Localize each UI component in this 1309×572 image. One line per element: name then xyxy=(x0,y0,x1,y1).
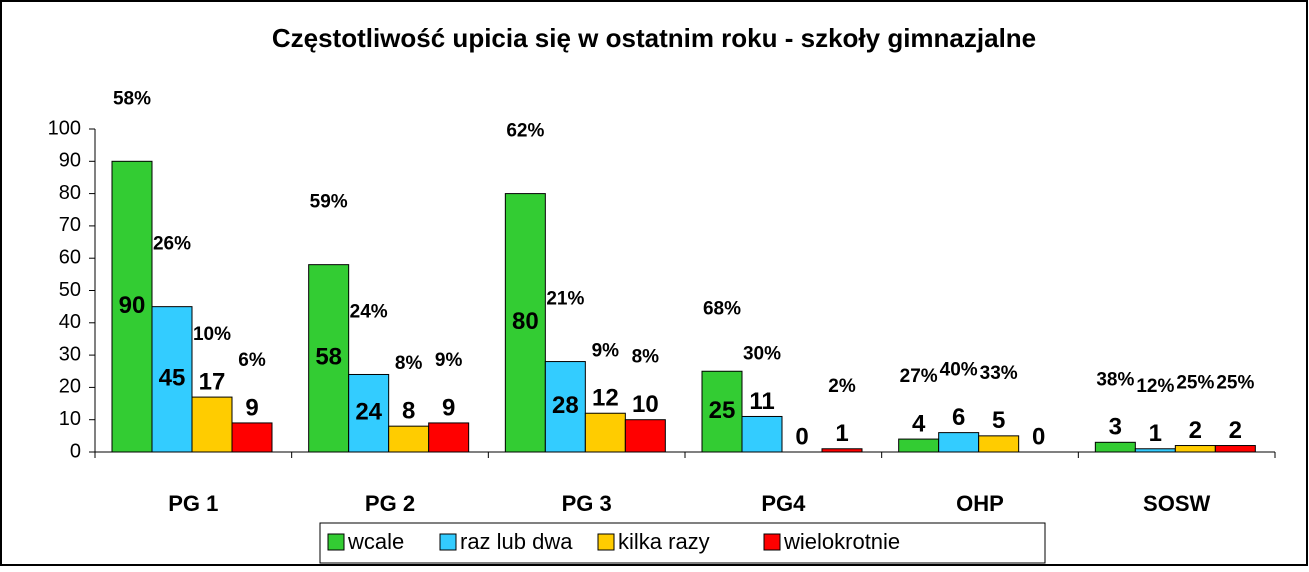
percent-label: 9% xyxy=(435,350,463,371)
bar xyxy=(701,370,743,453)
legend-label: wcale xyxy=(347,529,404,554)
chart-title: Częstotliwość upicia się w ostatnim roku… xyxy=(272,23,1036,53)
x-tick-label: PG4 xyxy=(761,491,806,516)
bar xyxy=(151,306,193,453)
value-label: 80 xyxy=(512,308,539,335)
percent-label: 25% xyxy=(1176,373,1214,394)
y-tick-label: 50 xyxy=(59,279,81,301)
value-label: 9 xyxy=(245,394,258,421)
legend-label: wielokrotnie xyxy=(783,529,900,554)
y-tick-label: 30 xyxy=(59,343,81,365)
bar xyxy=(231,422,273,453)
bar xyxy=(191,396,233,453)
value-label: 58 xyxy=(315,344,342,371)
value-label: 28 xyxy=(552,392,579,419)
value-label: 17 xyxy=(199,368,226,395)
x-tick-label: PG 2 xyxy=(365,491,415,516)
bar xyxy=(898,438,940,453)
value-label: 11 xyxy=(749,388,774,415)
percent-label: 8% xyxy=(395,353,423,374)
y-tick-label: 60 xyxy=(59,246,81,268)
percent-label: 21% xyxy=(546,289,584,310)
bar xyxy=(1134,448,1176,453)
value-label: 4 xyxy=(912,410,926,437)
bar xyxy=(938,432,980,453)
percent-label: 30% xyxy=(743,343,781,364)
percent-label: 58% xyxy=(113,88,151,109)
bar xyxy=(428,422,470,453)
y-tick-label: 0 xyxy=(70,440,81,462)
value-label: 25 xyxy=(709,397,736,424)
percent-label: 33% xyxy=(980,363,1018,384)
percent-label: 38% xyxy=(1096,369,1134,390)
value-label: 10 xyxy=(632,391,659,418)
legend-swatch xyxy=(597,533,615,551)
legend-label: raz lub dwa xyxy=(460,529,573,554)
value-label: 1 xyxy=(835,420,848,447)
value-label: 2 xyxy=(1189,417,1202,444)
percent-label: 2% xyxy=(828,376,856,397)
bar xyxy=(741,415,783,453)
value-label: 1 xyxy=(1149,420,1162,447)
percent-label: 27% xyxy=(900,366,938,387)
x-tick-label: OHP xyxy=(956,491,1004,516)
bar xyxy=(544,361,586,453)
value-label: 90 xyxy=(119,292,146,319)
bar xyxy=(1174,445,1216,453)
percent-label: 59% xyxy=(310,192,348,213)
bar xyxy=(348,373,390,453)
legend-label: kilka razy xyxy=(618,529,710,554)
y-tick-label: 10 xyxy=(59,408,81,430)
x-tick-label: SOSW xyxy=(1143,491,1210,516)
percent-label: 9% xyxy=(592,340,620,361)
y-tick-label: 20 xyxy=(59,376,81,398)
value-label: 6 xyxy=(952,404,965,431)
value-label: 0 xyxy=(1032,423,1045,450)
value-label: 24 xyxy=(355,399,382,426)
percent-label: 40% xyxy=(940,360,978,381)
value-label: 8 xyxy=(402,398,415,425)
bar xyxy=(308,264,350,453)
percent-label: 25% xyxy=(1216,373,1254,394)
y-tick-label: 70 xyxy=(59,214,81,236)
bar xyxy=(1214,445,1256,453)
percent-label: 68% xyxy=(703,298,741,319)
percent-label: 62% xyxy=(506,121,544,142)
value-label: 9 xyxy=(442,394,455,421)
y-tick-label: 80 xyxy=(59,182,81,204)
value-label: 3 xyxy=(1109,414,1122,441)
value-label: 0 xyxy=(795,423,808,450)
legend-swatch xyxy=(763,533,781,551)
percent-label: 24% xyxy=(350,301,388,322)
y-tick-label: 90 xyxy=(59,150,81,172)
bar xyxy=(624,419,666,453)
x-tick-label: PG 1 xyxy=(168,491,218,516)
y-tick-label: 100 xyxy=(48,117,81,139)
percent-label: 6% xyxy=(238,350,266,371)
bar xyxy=(504,193,546,453)
x-tick-label: PG 3 xyxy=(562,491,612,516)
value-label: 45 xyxy=(159,365,186,392)
y-tick-label: 40 xyxy=(59,311,81,333)
percent-label: 10% xyxy=(193,324,231,345)
legend-swatch xyxy=(439,533,457,551)
percent-label: 26% xyxy=(153,234,191,255)
bar xyxy=(1094,441,1136,453)
bar xyxy=(821,448,863,453)
bar xyxy=(584,412,626,453)
bar xyxy=(978,435,1020,453)
value-label: 2 xyxy=(1229,417,1242,444)
legend-swatch xyxy=(327,533,345,551)
percent-label: 8% xyxy=(632,347,660,368)
bar xyxy=(388,425,430,453)
value-label: 5 xyxy=(992,407,1005,434)
percent-label: 12% xyxy=(1136,376,1174,397)
value-label: 12 xyxy=(592,385,619,412)
